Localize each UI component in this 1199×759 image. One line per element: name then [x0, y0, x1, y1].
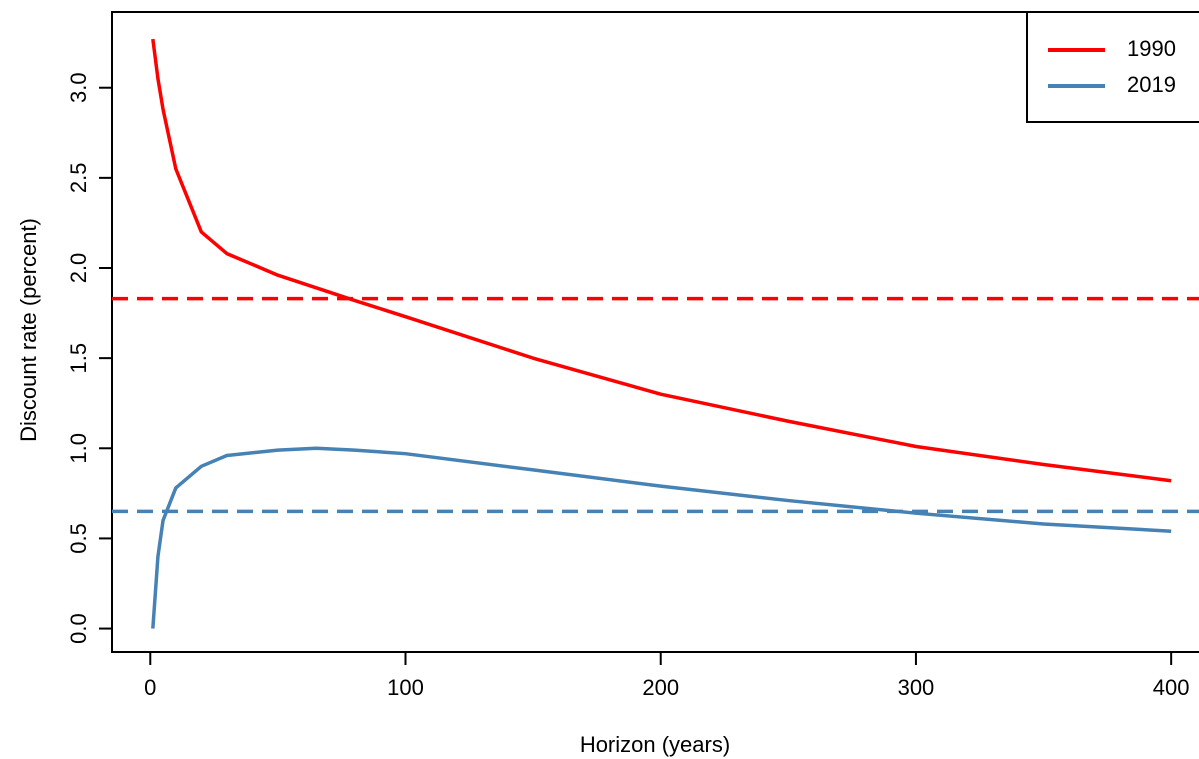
- legend-box: [1026, 11, 1199, 123]
- y-axis-label: Discount rate (percent): [16, 218, 41, 442]
- legend-label: 2019: [1127, 72, 1176, 97]
- y-tick-label: 1.5: [66, 343, 91, 374]
- x-tick-label: 100: [387, 675, 424, 700]
- series-line: [151, 446, 1172, 629]
- legend-label: 1990: [1127, 36, 1176, 61]
- x-tick-label: 0: [144, 675, 156, 700]
- y-tick-label: 1.0: [66, 433, 91, 464]
- y-tick-label: 0.0: [66, 613, 91, 644]
- plot-box: [111, 11, 1199, 653]
- x-axis-label: Horizon (years): [580, 732, 730, 757]
- x-tick-label: 400: [1153, 675, 1190, 700]
- y-tick-label: 2.5: [66, 163, 91, 194]
- y-tick-label: 0.5: [66, 523, 91, 554]
- series-line: [151, 38, 1172, 483]
- y-tick-label: 3.0: [66, 72, 91, 103]
- y-tick-label: 2.0: [66, 253, 91, 284]
- x-tick-label: 200: [642, 675, 679, 700]
- x-tick-label: 300: [898, 675, 935, 700]
- plot-area: [112, 38, 1199, 629]
